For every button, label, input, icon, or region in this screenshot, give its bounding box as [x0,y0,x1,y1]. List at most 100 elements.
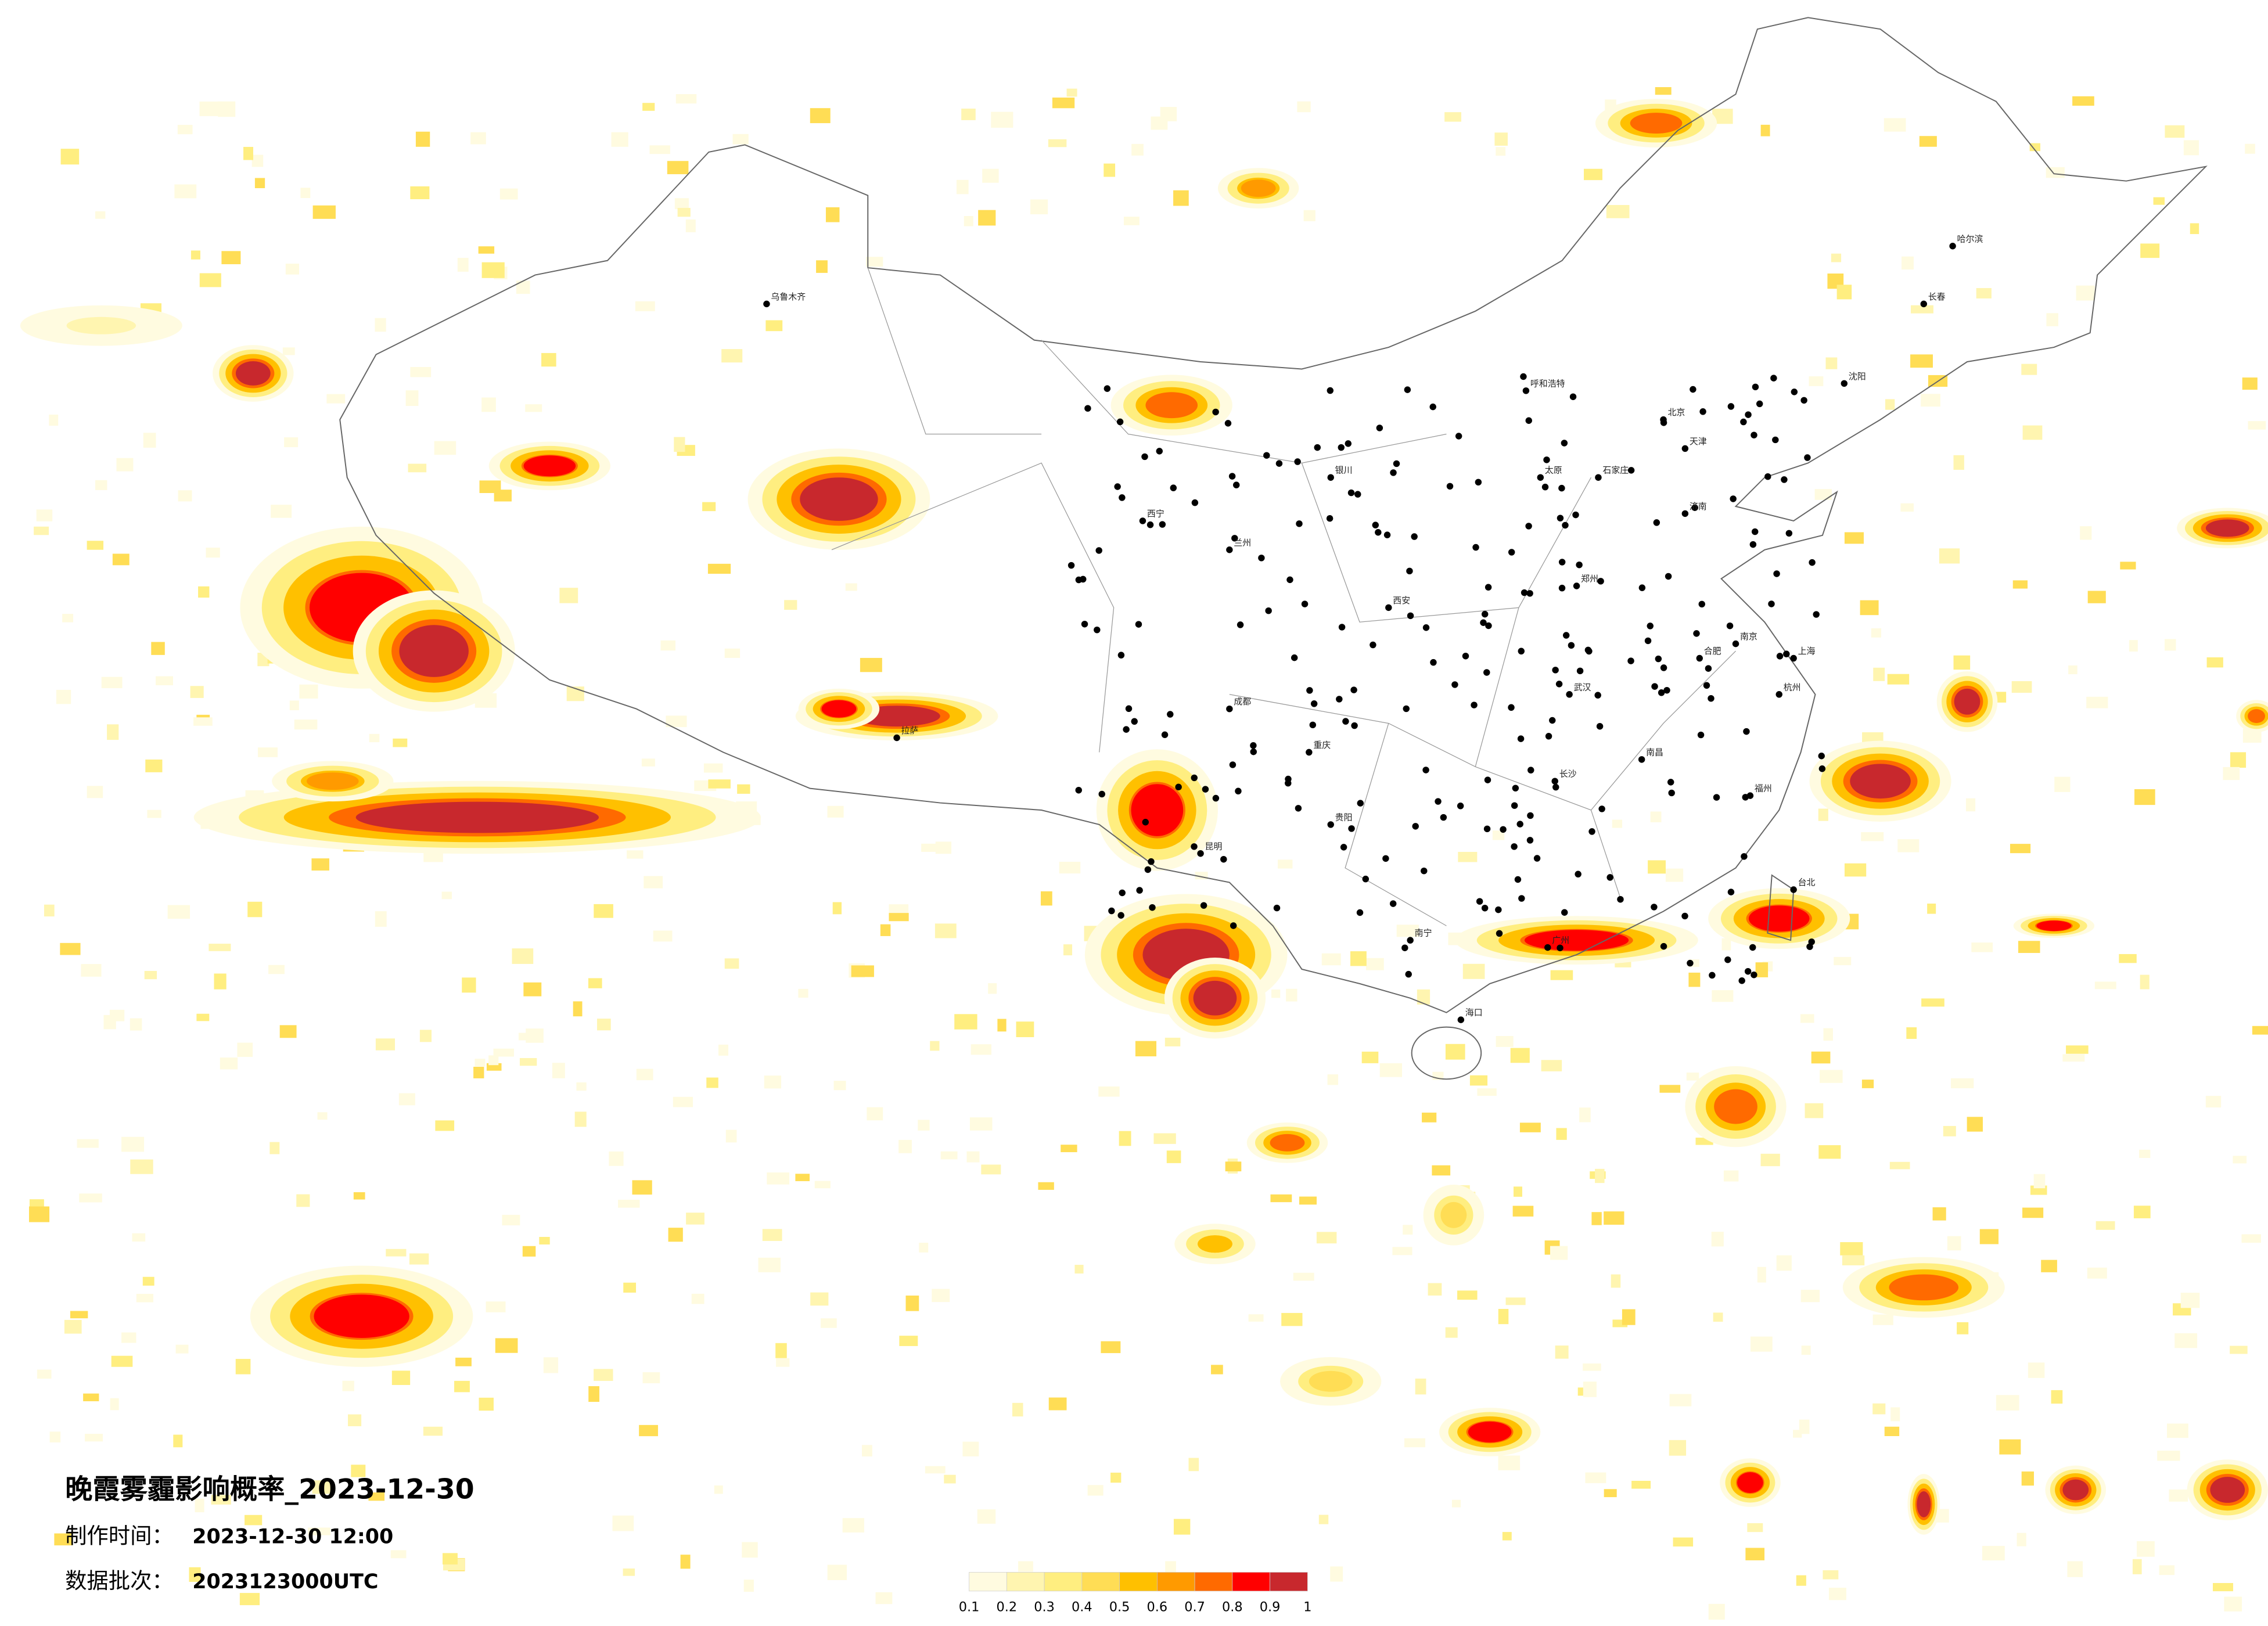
haze-cell [997,1019,1007,1032]
haze-cell [2212,1582,2233,1592]
haze-core [2205,519,2249,537]
haze-cell [1818,1145,1841,1159]
haze-cell [516,280,530,294]
city-dot [1665,573,1672,580]
haze-cell [1747,1523,1763,1533]
haze-cell [2248,421,2266,430]
haze-cell [174,184,197,199]
city-dot [1224,420,1232,427]
haze-cell [130,1018,142,1031]
city-dot [1773,570,1780,577]
haze-cell [1583,1382,1597,1397]
haze-cell [851,965,874,977]
haze-cell [1591,1212,1602,1225]
haze-cell [784,600,797,610]
haze-cell [940,1151,958,1160]
city-dot [1813,611,1820,618]
haze-cell [375,318,386,332]
haze-cell [1595,1168,1605,1183]
city-dot [1295,805,1302,812]
haze-cell [1330,1566,1343,1582]
city-dot [1653,519,1660,526]
haze-cell [294,720,318,730]
city-dot [1472,544,1479,551]
haze-cell [978,210,996,226]
city-dot [1638,756,1645,763]
haze-cell [1445,1044,1465,1060]
haze-cell [300,188,311,199]
haze-cell [193,717,213,726]
city-dot [1220,856,1227,863]
city-dot [1660,942,1667,950]
haze-cell [2132,1559,2142,1574]
city-dot [1791,388,1798,395]
haze-cell [2062,1054,2085,1062]
haze-cell [573,1001,583,1017]
haze-cell [239,1593,260,1606]
city-dot [1197,850,1204,857]
haze-cell [991,111,1013,128]
haze-cell [2129,640,2138,652]
city-dot [893,734,900,742]
city-dot [1357,800,1364,807]
city-dot [1818,765,1826,772]
city-dot [1557,944,1563,952]
city-dot [1514,876,1522,883]
haze-cell [1823,1028,1833,1041]
haze-cell [866,257,883,267]
haze-cell [1510,1048,1530,1063]
city-label: 成都 [1234,696,1251,707]
haze-cell [512,948,534,964]
colorbar-tick-label: 0.9 [1260,1600,1281,1615]
haze-cell [296,1194,310,1207]
haze-core [1737,1472,1763,1494]
haze-core [1440,1201,1467,1228]
haze-cell [282,347,295,355]
colorbar-tick-label: 0.8 [1222,1600,1243,1615]
city-dot [1457,803,1464,810]
haze-cell [1884,118,1906,132]
hainan [1411,1026,1482,1080]
haze-cell [798,988,808,998]
haze-cell [574,1111,587,1127]
haze-cell [962,1441,979,1456]
city-dot [1119,889,1126,897]
haze-cell [143,433,156,448]
haze-cell [765,320,783,332]
city-dot [1527,767,1534,774]
haze-core [821,700,857,718]
city-dot [1693,630,1700,637]
haze-cell [821,1318,837,1328]
haze-cell [1711,1232,1724,1247]
haze-cell [1648,860,1666,874]
haze-cell [2133,1206,2151,1218]
haze-cell [523,982,542,997]
haze-cell [1708,1603,1725,1620]
city-dot [1263,452,1270,459]
haze-cell [919,1243,929,1253]
city-dot [1383,531,1391,538]
haze-cell [875,1592,893,1605]
haze-cell [618,1199,640,1208]
haze-cell [636,1069,653,1081]
haze-cell [1713,1312,1723,1322]
city-dot [1170,484,1177,491]
haze-cell [1805,1103,1824,1118]
haze-cell [966,1151,980,1163]
haze-cell [795,1174,810,1181]
haze-cell [1871,628,1881,638]
haze-cell [2230,752,2247,768]
haze-cell [1188,1458,1199,1472]
haze-cell [2245,143,2255,154]
colorbar-swatch [1081,1572,1120,1592]
city-dot [1544,944,1551,951]
city-dot [1687,959,1694,967]
city-dot [1356,909,1364,916]
haze-cell [390,1550,407,1559]
city-dot [1108,907,1115,915]
city-label: 长春 [1928,292,1946,302]
city-dot [1390,469,1397,476]
haze-cell [2096,1221,2115,1230]
